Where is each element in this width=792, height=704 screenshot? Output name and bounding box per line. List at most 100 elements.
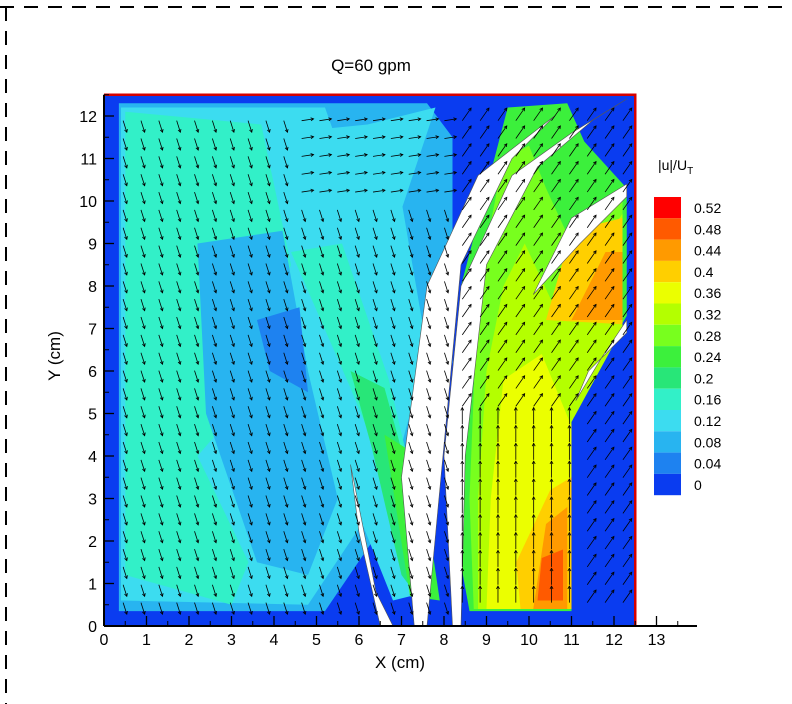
velocity-arrow <box>515 161 525 175</box>
velocity-arrow-head <box>267 503 271 508</box>
velocity-arrow-head <box>142 325 146 330</box>
velocity-arrow-head <box>391 468 396 473</box>
velocity-arrow <box>211 245 217 258</box>
velocity-arrow <box>426 495 431 508</box>
velocity-arrow-head <box>195 593 200 598</box>
velocity-arrow <box>497 393 508 407</box>
velocity-arrow <box>479 197 490 211</box>
colorbar-label: 0 <box>694 477 702 493</box>
velocity-arrow <box>372 459 378 472</box>
velocity-arrow <box>229 477 235 490</box>
velocity-arrow-head <box>177 593 182 598</box>
velocity-arrow <box>140 191 146 204</box>
colorbar-label: 0.48 <box>694 221 721 237</box>
velocity-arrow <box>372 406 378 418</box>
velocity-arrow <box>354 209 360 222</box>
velocity-arrow-head <box>381 117 386 122</box>
velocity-arrow <box>319 459 324 472</box>
velocity-arrow <box>283 477 288 490</box>
velocity-arrow-head <box>320 236 325 241</box>
x-tick-label: 0 <box>100 632 109 649</box>
velocity-arrow-head <box>521 392 526 397</box>
velocity-arrow-head <box>284 521 289 526</box>
velocity-arrow-head <box>391 289 396 294</box>
velocity-arrow <box>497 375 508 389</box>
velocity-arrow-head <box>593 535 597 540</box>
velocity-arrow <box>372 388 378 401</box>
velocity-arrow-head <box>159 307 164 312</box>
velocity-arrow-head <box>453 188 458 193</box>
velocity-arrow-head <box>485 392 490 397</box>
velocity-arrow <box>408 263 413 276</box>
velocity-arrow-head <box>374 485 378 490</box>
velocity-arrow-head <box>374 610 378 615</box>
velocity-arrow-head <box>503 125 508 130</box>
velocity-arrow <box>533 107 543 121</box>
velocity-arrow <box>479 304 490 318</box>
velocity-arrow <box>408 513 413 526</box>
velocity-arrow <box>247 370 253 383</box>
velocity-arrow-head <box>575 321 579 326</box>
velocity-arrow-head <box>267 396 271 401</box>
velocity-arrow <box>229 406 235 418</box>
velocity-arrow <box>515 339 525 353</box>
velocity-arrow <box>586 446 597 461</box>
velocity-arrow <box>569 375 579 389</box>
velocity-arrow-head <box>177 414 182 419</box>
velocity-arrow-head <box>142 521 146 526</box>
velocity-arrow-head <box>513 442 518 447</box>
velocity-arrow-head <box>485 303 490 308</box>
velocity-arrow-head <box>302 593 307 598</box>
velocity-arrow <box>336 459 342 472</box>
velocity-arrow <box>426 189 439 193</box>
velocity-arrow-head <box>610 428 615 433</box>
velocity-arrow <box>551 143 561 157</box>
velocity-arrow <box>211 281 217 293</box>
velocity-arrow <box>247 263 253 276</box>
velocity-arrow-head <box>142 485 146 490</box>
velocity-arrow <box>140 424 146 436</box>
velocity-arrow <box>604 322 615 336</box>
velocity-arrow <box>551 197 561 211</box>
velocity-arrow <box>337 136 350 139</box>
velocity-arrow <box>622 571 633 586</box>
velocity-arrow-head <box>575 160 579 165</box>
velocity-arrow-head <box>159 539 164 544</box>
velocity-arrow <box>586 554 597 568</box>
velocity-arrow-head <box>284 557 289 562</box>
velocity-arrow-head <box>177 450 182 455</box>
velocity-arrow-head <box>267 325 271 330</box>
velocity-arrow <box>158 441 163 454</box>
velocity-arrow <box>604 589 615 603</box>
velocity-arrow-head <box>593 553 597 558</box>
velocity-arrow-head <box>302 450 307 455</box>
velocity-arrow <box>533 197 543 211</box>
velocity-arrow <box>604 161 615 175</box>
velocity-arrow <box>229 191 235 204</box>
velocity-arrow <box>479 393 490 407</box>
velocity-arrow <box>301 531 306 543</box>
velocity-arrow-head <box>468 392 472 397</box>
velocity-arrow <box>479 357 490 371</box>
velocity-arrow-head <box>610 232 615 237</box>
velocity-arrow <box>408 172 421 175</box>
velocity-arrow-head <box>409 593 414 598</box>
velocity-arrow <box>390 424 395 436</box>
velocity-arrow <box>247 477 253 490</box>
velocity-arrow <box>319 245 324 258</box>
velocity-arrow-head <box>409 361 414 366</box>
velocity-arrow <box>604 500 615 514</box>
velocity-arrow-head <box>427 253 432 258</box>
velocity-arrow <box>533 322 543 336</box>
velocity-arrow-head <box>231 593 235 598</box>
velocity-arrow <box>444 495 449 508</box>
velocity-arrow-head <box>195 361 200 366</box>
velocity-arrow-head <box>521 357 526 362</box>
velocity-arrow <box>444 352 449 365</box>
velocity-arrow-head <box>213 593 218 598</box>
velocity-arrow <box>515 107 525 121</box>
velocity-arrow-head <box>338 450 343 455</box>
velocity-arrow-head <box>478 460 483 465</box>
velocity-arrow-head <box>628 232 633 237</box>
